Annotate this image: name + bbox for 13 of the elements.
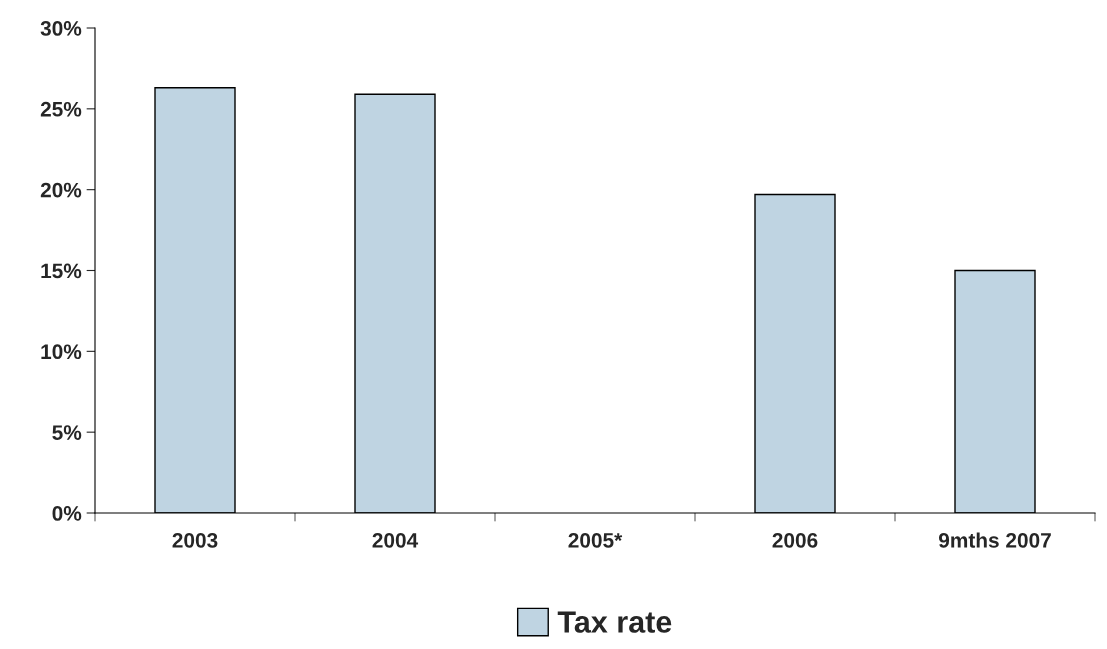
x-tick-label: 2005* <box>568 532 623 548</box>
x-tick-label: 2004 <box>372 532 419 548</box>
y-tick-label: 5% <box>52 425 82 440</box>
legend-label: Tax rate <box>557 611 672 633</box>
y-tick-label: 30% <box>40 21 82 36</box>
y-tick-label: 0% <box>52 506 82 521</box>
x-tick-label: 2006 <box>772 532 818 548</box>
x-tick-label: 9mths 2007 <box>938 532 1051 548</box>
y-tick-label: 10% <box>41 344 82 360</box>
x-tick-label: 2003 <box>172 532 218 548</box>
y-tick-label: 20% <box>40 182 82 198</box>
y-tick-label: 25% <box>40 101 82 117</box>
y-tick-label: 15% <box>41 263 82 279</box>
